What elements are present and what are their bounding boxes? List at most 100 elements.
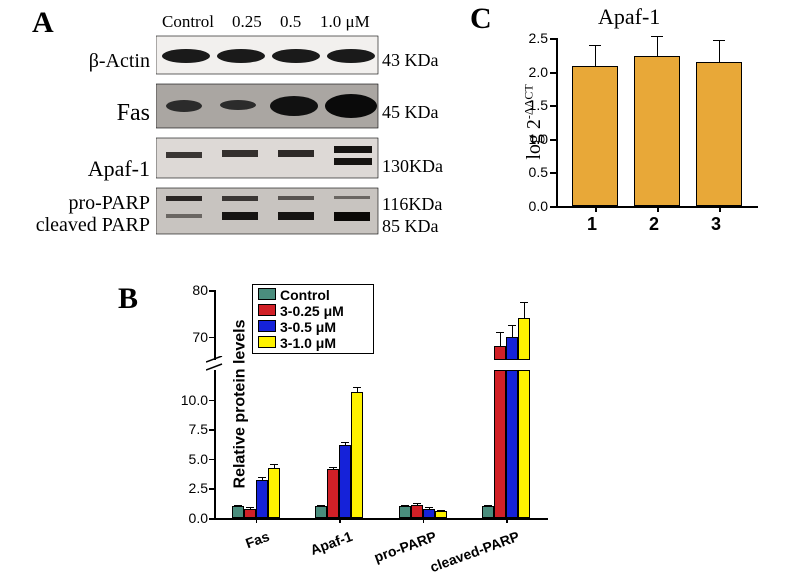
chartc-xtick-label: 2 <box>649 214 659 235</box>
chartc-ytick <box>550 38 556 40</box>
wb-label-proparp: pro-PARP <box>4 192 150 215</box>
chartb-bar-break <box>517 360 531 370</box>
chartb-bar <box>435 511 447 518</box>
chartb-legend-label: Control <box>280 287 330 303</box>
chartb-bar <box>339 445 351 518</box>
chartb-xtick-label: cleaved-PARP <box>422 528 521 577</box>
chart-c: 0.00.51.01.52.02.5123log 2-ΔΔCT <box>500 28 770 244</box>
wb-mw-2: 130KDa <box>382 156 443 177</box>
chartb-legend-swatch <box>258 336 276 348</box>
chartb-ytick-label: 2.5 <box>176 480 208 496</box>
chartb-bar <box>327 469 339 518</box>
wb-label-fas: Fas <box>4 100 150 127</box>
wb-lane-control: Control <box>162 12 214 32</box>
chartb-ylabel: Relative protein levels <box>231 320 249 489</box>
chartb-err-cap <box>437 510 445 511</box>
chartc-ytick-label: 2.0 <box>520 64 548 80</box>
chartb-xtick <box>339 518 341 523</box>
chartc-err-cap <box>651 36 663 37</box>
chartb-bar-lower <box>506 370 518 518</box>
chartc-ytick <box>550 172 556 174</box>
chartb-bar-upper <box>518 318 530 360</box>
chartc-xtick <box>719 206 721 212</box>
chartb-ytick <box>209 488 214 490</box>
chartb-ytick-label: 0.0 <box>176 510 208 526</box>
chartb-bar-upper <box>494 346 506 360</box>
chartb-err <box>500 332 501 346</box>
chartb-ytick <box>209 400 214 402</box>
chartc-xtick <box>595 206 597 212</box>
wb-label-actin: β-Actin <box>4 50 150 73</box>
chartb-err-cap <box>353 387 361 388</box>
chartb-legend-label: 3-0.25 μM <box>280 303 344 319</box>
chartc-err <box>595 45 596 66</box>
chartb-legend-swatch <box>258 288 276 300</box>
chartb-xtick <box>256 518 258 523</box>
chartb-err <box>512 325 513 337</box>
chartb-break <box>206 356 226 374</box>
chartb-ytick-label: 5.0 <box>176 451 208 467</box>
chartb-bar <box>423 509 435 518</box>
chartb-bar-lower <box>494 370 506 518</box>
chartb-err-cap <box>270 464 278 465</box>
wb-mw-4: 85 KDa <box>382 216 439 237</box>
chartc-xtick-label: 3 <box>711 214 721 235</box>
chartb-err-cap <box>246 507 254 508</box>
chartb-ytick <box>209 459 214 461</box>
chartb-ytick-label: 10.0 <box>176 392 208 408</box>
wb-mw-1: 45 KDa <box>382 102 439 123</box>
chartb-legend-label: 3-0.5 μM <box>280 319 336 335</box>
wb-label-cleavedparp: cleaved PARP <box>0 214 150 237</box>
chartb-bar <box>482 506 494 518</box>
chartb-err-cap <box>520 302 528 303</box>
chart-b: 0.02.55.07.510.07080FasApaf-1pro-PARPcle… <box>150 282 570 572</box>
chartb-legend-label: 3-1.0 μM <box>280 335 336 351</box>
chartc-bar <box>572 66 618 206</box>
wb-mw-3: 116KDa <box>382 194 442 215</box>
chartc-err <box>719 40 720 62</box>
chartc-bar <box>634 56 680 206</box>
wb-label-apaf1: Apaf-1 <box>4 156 150 182</box>
chartb-bar <box>315 506 327 518</box>
chartc-ytick <box>550 206 556 208</box>
chartb-err-cap <box>234 505 242 506</box>
chartb-xtick <box>506 518 508 523</box>
chartc-xtick-label: 1 <box>587 214 597 235</box>
chartb-xtick-label: pro-PARP <box>339 528 438 577</box>
panel-label-a: A <box>32 6 54 40</box>
chartb-err-cap <box>329 467 337 468</box>
chartb-ytick <box>209 518 214 520</box>
chartb-err-cap <box>401 505 409 506</box>
chartb-ytick <box>209 290 214 292</box>
chartc-ytick-label: 2.5 <box>520 30 548 46</box>
chartb-err-cap <box>496 332 504 333</box>
chartc-ytick <box>550 72 556 74</box>
chartc-xtick <box>657 206 659 212</box>
chartb-xtick-label: Fas <box>172 528 271 577</box>
chartb-bar <box>399 506 411 518</box>
chartb-ytick-label: 7.5 <box>176 421 208 437</box>
panel-label-b: B <box>118 282 138 316</box>
chartb-err-cap <box>413 503 421 504</box>
chart-c-title: Apaf-1 <box>598 4 660 30</box>
panel-label-c: C <box>470 2 492 36</box>
chartc-err-cap <box>589 45 601 46</box>
chartb-err-cap <box>425 507 433 508</box>
chartb-bar <box>411 505 423 518</box>
chartc-bar <box>696 62 742 206</box>
chartc-ytick-label: 0.0 <box>520 198 548 214</box>
chartc-ylabel: log 2-ΔΔCT <box>521 84 546 159</box>
chartc-yaxis <box>556 38 558 206</box>
chartb-bar <box>256 480 268 518</box>
chartb-bar <box>351 392 363 518</box>
wb-lane-05: 0.5 <box>280 12 301 32</box>
chartb-bar <box>268 468 280 518</box>
chartb-err-cap <box>484 505 492 506</box>
chartb-err-cap <box>508 325 516 326</box>
wb-lane-10: 1.0 μM <box>320 12 370 32</box>
chartb-legend-swatch <box>258 304 276 316</box>
chartb-err-cap <box>341 442 349 443</box>
chartb-ytick-label: 70 <box>180 329 208 345</box>
chartb-err-cap <box>317 505 325 506</box>
chartb-err <box>524 302 525 318</box>
